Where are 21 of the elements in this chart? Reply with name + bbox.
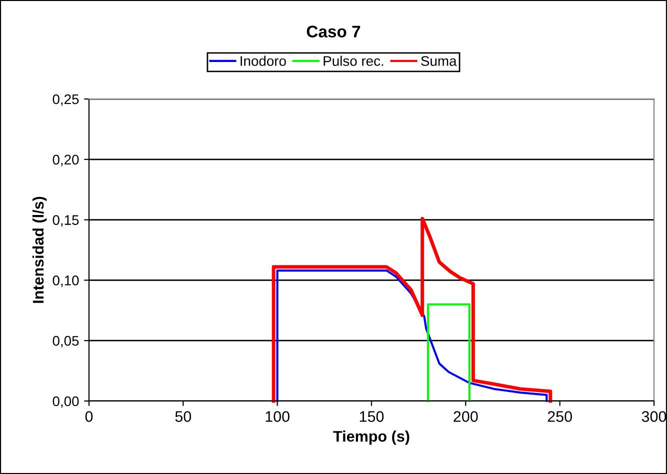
line-series	[272, 216, 552, 403]
x-tick-label: 300	[642, 411, 666, 422]
x-tick-label: 250	[548, 411, 572, 422]
y-axis-title: Intensidad (l/s)	[32, 196, 47, 303]
chart-title: Caso 7	[306, 26, 360, 38]
x-tick-label: 100	[266, 411, 290, 422]
y-tick-label: 0,05	[52, 336, 79, 348]
x-axis-title: Tiempo (s)	[333, 430, 410, 445]
legend-label: Pulso rec.	[324, 56, 384, 66]
line-series	[276, 269, 548, 402]
y-tick-label: 0,20	[52, 154, 79, 166]
x-tick-label: 50	[175, 411, 192, 422]
y-tick-label: 0,25	[52, 94, 79, 106]
y-tick-label: 0,10	[52, 276, 79, 288]
x-tick-label: 150	[360, 411, 384, 422]
legend-label: Suma	[421, 56, 457, 66]
y-tick-label: 0,15	[52, 215, 79, 227]
x-tick-label: 200	[454, 411, 478, 422]
x-tick-label: 0	[85, 411, 93, 422]
y-tick-label: 0,00	[52, 396, 79, 408]
legend-label: Inodoro	[240, 56, 286, 66]
